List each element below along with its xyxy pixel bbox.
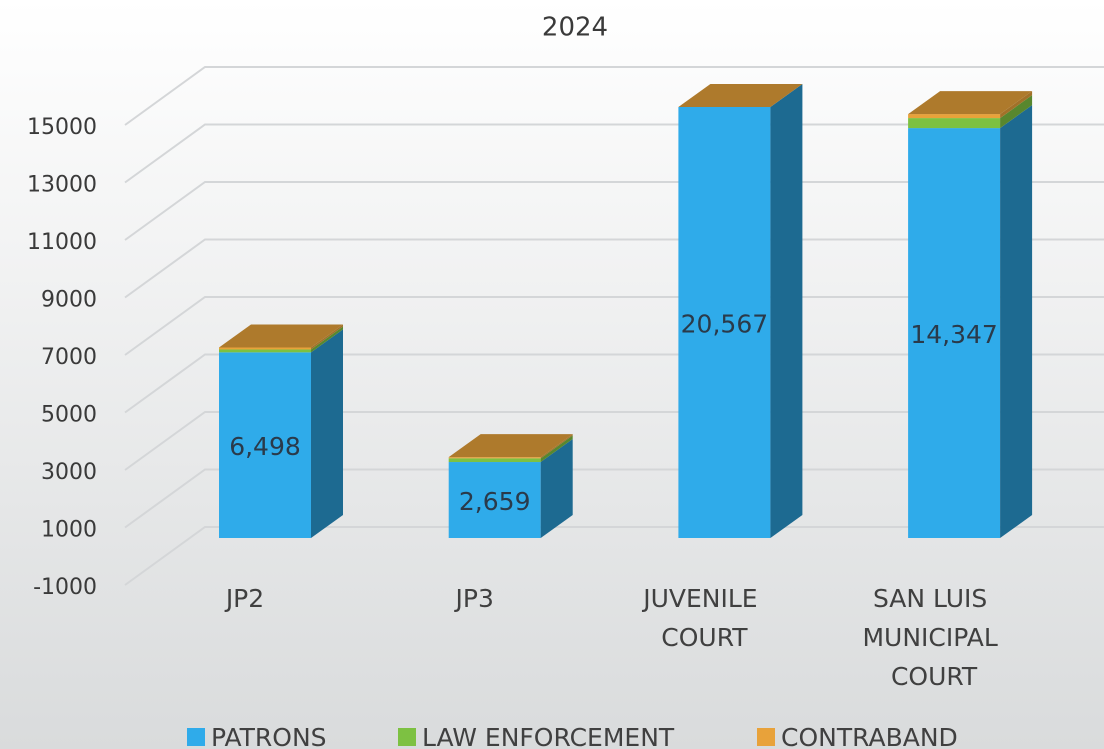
bar-segment [448, 462, 541, 538]
grid-line [124, 123, 1104, 184]
data-label: 2,659 [459, 487, 531, 516]
data-label: 14,347 [910, 320, 997, 349]
y-tick-label: -1000 [33, 575, 97, 600]
x-tick-label: JUVENILE COURT [641, 584, 765, 652]
chart-title: 2024 [542, 13, 608, 43]
grid-line [124, 411, 1104, 471]
grid-line [124, 66, 1104, 126]
data-label: 6,498 [229, 432, 301, 461]
bar-side [311, 329, 343, 538]
bar-side [311, 326, 343, 353]
y-tick-label: 3000 [41, 460, 97, 485]
x-tick-label: SAN LUIS MUNICIPAL COURT [862, 584, 1005, 691]
bar-segment [448, 457, 541, 459]
y-tick-label: 5000 [41, 403, 97, 428]
bar-segment [908, 128, 1001, 539]
bar-side [1000, 95, 1033, 129]
y-tick-label: 1000 [41, 518, 97, 543]
bar-side [540, 434, 573, 459]
bar-segment [448, 458, 541, 463]
grid-line [124, 468, 1104, 529]
bar-segment [219, 347, 311, 350]
grid-line [124, 238, 1104, 299]
y-tick-label: 15000 [27, 115, 97, 140]
bar-top [678, 84, 803, 107]
bar-top [448, 434, 573, 458]
bar-side [540, 439, 573, 538]
bar-segment [678, 107, 771, 538]
legend-label: PATRONS [211, 723, 327, 749]
legend-swatch [757, 728, 775, 746]
legend-label: LAW ENFORCEMENT [422, 723, 675, 749]
legend-swatch [398, 728, 416, 746]
grid-line [124, 526, 1104, 586]
y-tick-label: 13000 [27, 173, 97, 198]
legend-label: CONTRABAND [781, 723, 958, 749]
bar-segment [908, 118, 1001, 129]
bar-top [908, 91, 1033, 115]
y-tick-label: 11000 [27, 230, 97, 255]
y-tick-label: 7000 [41, 345, 97, 370]
bar-side [1000, 105, 1033, 538]
x-tick-label: JP3 [454, 584, 494, 613]
bar-side [770, 84, 803, 538]
legend-swatch [187, 728, 205, 746]
grid-line [124, 353, 1104, 414]
grid-line [124, 296, 1104, 356]
bar-side [1000, 91, 1033, 119]
y-tick-label: 9000 [41, 288, 97, 313]
bar-segment [219, 352, 311, 538]
bar-side [311, 324, 343, 350]
x-tick-label: JP2 [224, 584, 264, 613]
bar-segment [219, 349, 311, 353]
bar-side [540, 435, 573, 463]
bar-segment [908, 114, 1001, 119]
data-label: 20,567 [681, 310, 768, 339]
grid-line [124, 181, 1104, 241]
bar-top [219, 324, 343, 348]
